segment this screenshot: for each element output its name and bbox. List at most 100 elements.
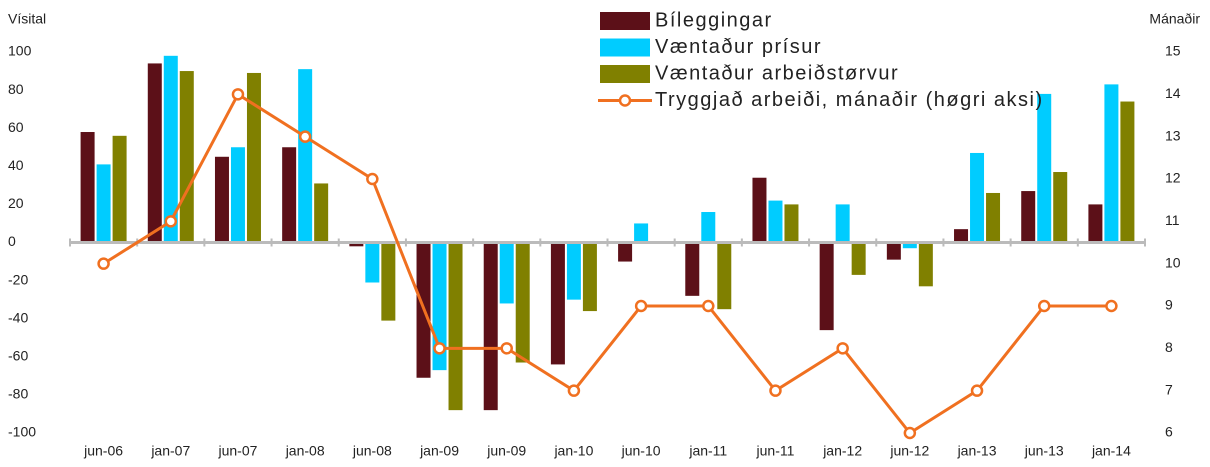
line-marker bbox=[970, 384, 984, 397]
bar bbox=[618, 242, 633, 262]
x-tick-label: jan-13 bbox=[957, 443, 997, 459]
x-tick-label: jan-09 bbox=[419, 443, 459, 459]
y2-axis-title: Mánaðir bbox=[1149, 11, 1200, 27]
legend-swatch bbox=[600, 65, 650, 83]
line-marker bbox=[836, 342, 849, 355]
y-tick-label: -40 bbox=[8, 309, 28, 325]
bar bbox=[954, 229, 969, 243]
legend-label: Væntaður prísur bbox=[655, 36, 822, 58]
bar bbox=[550, 242, 565, 365]
bar bbox=[80, 132, 95, 243]
bar bbox=[970, 152, 985, 243]
bar bbox=[717, 242, 732, 310]
y-tick-label: 0 bbox=[8, 233, 16, 249]
bar bbox=[282, 147, 297, 243]
line-marker bbox=[97, 257, 110, 270]
y-tick-label: -20 bbox=[8, 271, 28, 287]
line-marker bbox=[702, 299, 715, 313]
line-series bbox=[102, 92, 1112, 435]
x-tick-label: jun-08 bbox=[352, 443, 392, 459]
legend-label: Væntaður arbeiðstørvur bbox=[655, 62, 899, 84]
bar bbox=[483, 242, 498, 411]
x-tick-label: jan-11 bbox=[688, 443, 727, 459]
line-marker bbox=[1105, 299, 1118, 313]
y2-tick-label: 9 bbox=[1165, 297, 1173, 313]
y-axis-title: Vísital bbox=[8, 11, 46, 27]
bar bbox=[634, 223, 649, 243]
bar bbox=[752, 177, 767, 243]
x-tick-label: jan-08 bbox=[285, 443, 325, 459]
bar bbox=[768, 200, 783, 243]
bar bbox=[582, 242, 597, 312]
bar bbox=[214, 156, 229, 243]
x-tick-label: jan-12 bbox=[822, 443, 862, 459]
bar bbox=[1037, 93, 1052, 243]
legend-label: Bíleggingar bbox=[655, 9, 773, 31]
y-tick-label: 20 bbox=[8, 195, 24, 211]
line-marker bbox=[433, 342, 446, 355]
bar bbox=[112, 135, 127, 243]
bar bbox=[685, 242, 700, 296]
bar bbox=[1120, 101, 1135, 243]
y2-tick-label: 15 bbox=[1165, 43, 1181, 59]
bar bbox=[819, 242, 834, 331]
x-tick-label: jun-09 bbox=[486, 443, 526, 459]
line-marker bbox=[366, 172, 379, 186]
bar bbox=[1104, 84, 1119, 243]
line-marker bbox=[298, 130, 312, 143]
x-tick-label: jan-10 bbox=[553, 443, 593, 459]
bar bbox=[1088, 204, 1103, 243]
legend-swatch bbox=[600, 12, 650, 30]
bar bbox=[230, 147, 245, 243]
legend-swatch bbox=[618, 94, 632, 107]
bar bbox=[96, 164, 111, 243]
bar bbox=[515, 242, 530, 363]
y2-tick-label: 13 bbox=[1165, 127, 1181, 143]
line-marker bbox=[567, 384, 581, 397]
x-tick-label: jan-07 bbox=[150, 443, 190, 459]
line-marker bbox=[1037, 299, 1051, 313]
x-tick-label: jun-12 bbox=[889, 443, 929, 459]
x-tick-label: jun-11 bbox=[756, 443, 795, 459]
y2-tick-label: 11 bbox=[1165, 212, 1180, 228]
line-marker bbox=[500, 342, 513, 355]
bar bbox=[851, 242, 866, 275]
y-tick-label: 100 bbox=[8, 43, 32, 59]
y-tick-label: -80 bbox=[8, 386, 28, 402]
line-marker bbox=[164, 215, 178, 228]
y2-tick-label: 8 bbox=[1165, 339, 1173, 355]
bar bbox=[163, 55, 178, 243]
x-tick-label: jun-10 bbox=[621, 443, 661, 459]
x-tick-label: jun-07 bbox=[218, 443, 258, 459]
bar bbox=[365, 242, 380, 283]
bar bbox=[986, 192, 1001, 243]
y2-tick-label: 12 bbox=[1165, 170, 1181, 186]
line-marker bbox=[903, 426, 917, 440]
bar bbox=[835, 204, 850, 243]
bar bbox=[566, 242, 581, 300]
bar bbox=[918, 242, 933, 287]
y2-tick-label: 6 bbox=[1165, 424, 1173, 440]
bar bbox=[298, 69, 313, 243]
bar bbox=[1021, 191, 1036, 243]
y2-tick-label: 7 bbox=[1165, 381, 1173, 397]
line-marker bbox=[634, 299, 648, 313]
line-marker bbox=[769, 384, 782, 397]
y-tick-label: 80 bbox=[8, 81, 24, 97]
line-marker bbox=[231, 88, 245, 101]
bar bbox=[179, 71, 194, 243]
bar bbox=[448, 242, 463, 411]
legend-swatch bbox=[600, 38, 650, 57]
bar bbox=[349, 242, 364, 247]
bar bbox=[246, 72, 261, 243]
bar bbox=[701, 212, 716, 243]
bar bbox=[784, 204, 799, 243]
x-tick-label: jun-06 bbox=[83, 443, 123, 459]
legend-label: Tryggjað arbeiði, mánaðir (høgri aksi) bbox=[655, 89, 1044, 111]
x-tick-label: jan-14 bbox=[1091, 443, 1131, 459]
bar bbox=[147, 63, 162, 243]
y-tick-label: -100 bbox=[8, 424, 36, 440]
y-tick-label: 40 bbox=[8, 157, 24, 173]
bar bbox=[902, 242, 917, 249]
